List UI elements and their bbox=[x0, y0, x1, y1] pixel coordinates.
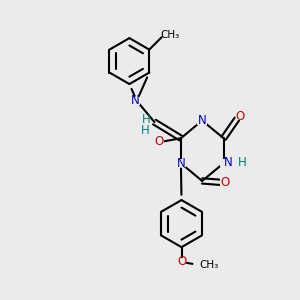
FancyBboxPatch shape bbox=[197, 116, 207, 125]
Text: N: N bbox=[131, 94, 140, 107]
FancyBboxPatch shape bbox=[176, 159, 186, 167]
FancyBboxPatch shape bbox=[220, 178, 230, 187]
FancyBboxPatch shape bbox=[130, 97, 140, 105]
FancyBboxPatch shape bbox=[236, 112, 245, 120]
Text: O: O bbox=[236, 110, 245, 123]
Text: N: N bbox=[198, 114, 206, 127]
Text: N: N bbox=[224, 156, 233, 169]
FancyBboxPatch shape bbox=[220, 159, 230, 167]
Text: N: N bbox=[176, 157, 185, 170]
Text: O: O bbox=[155, 135, 164, 148]
Text: O: O bbox=[177, 255, 186, 268]
Text: CH₃: CH₃ bbox=[161, 30, 180, 40]
Text: H: H bbox=[238, 156, 246, 169]
Text: H: H bbox=[142, 112, 151, 126]
FancyBboxPatch shape bbox=[177, 258, 186, 266]
FancyBboxPatch shape bbox=[155, 138, 164, 146]
Text: O: O bbox=[220, 176, 230, 189]
Text: CH₃: CH₃ bbox=[199, 260, 218, 270]
Text: H: H bbox=[141, 124, 150, 137]
